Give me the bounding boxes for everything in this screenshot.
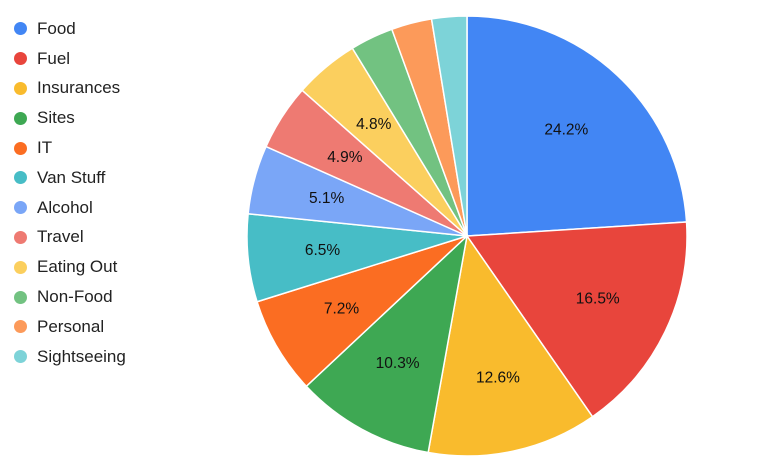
slice-value-label: 5.1%: [309, 190, 345, 207]
slice-value-label: 16.5%: [576, 291, 620, 308]
slice-value-label: 7.2%: [324, 301, 360, 318]
slice-value-label: 24.2%: [544, 122, 588, 139]
slice-value-label: 4.9%: [327, 149, 363, 166]
slice-value-label: 12.6%: [476, 369, 520, 386]
slice-value-label: 10.3%: [376, 355, 420, 372]
slice-value-label: 6.5%: [305, 242, 341, 259]
slice-value-label: 4.8%: [356, 116, 392, 133]
